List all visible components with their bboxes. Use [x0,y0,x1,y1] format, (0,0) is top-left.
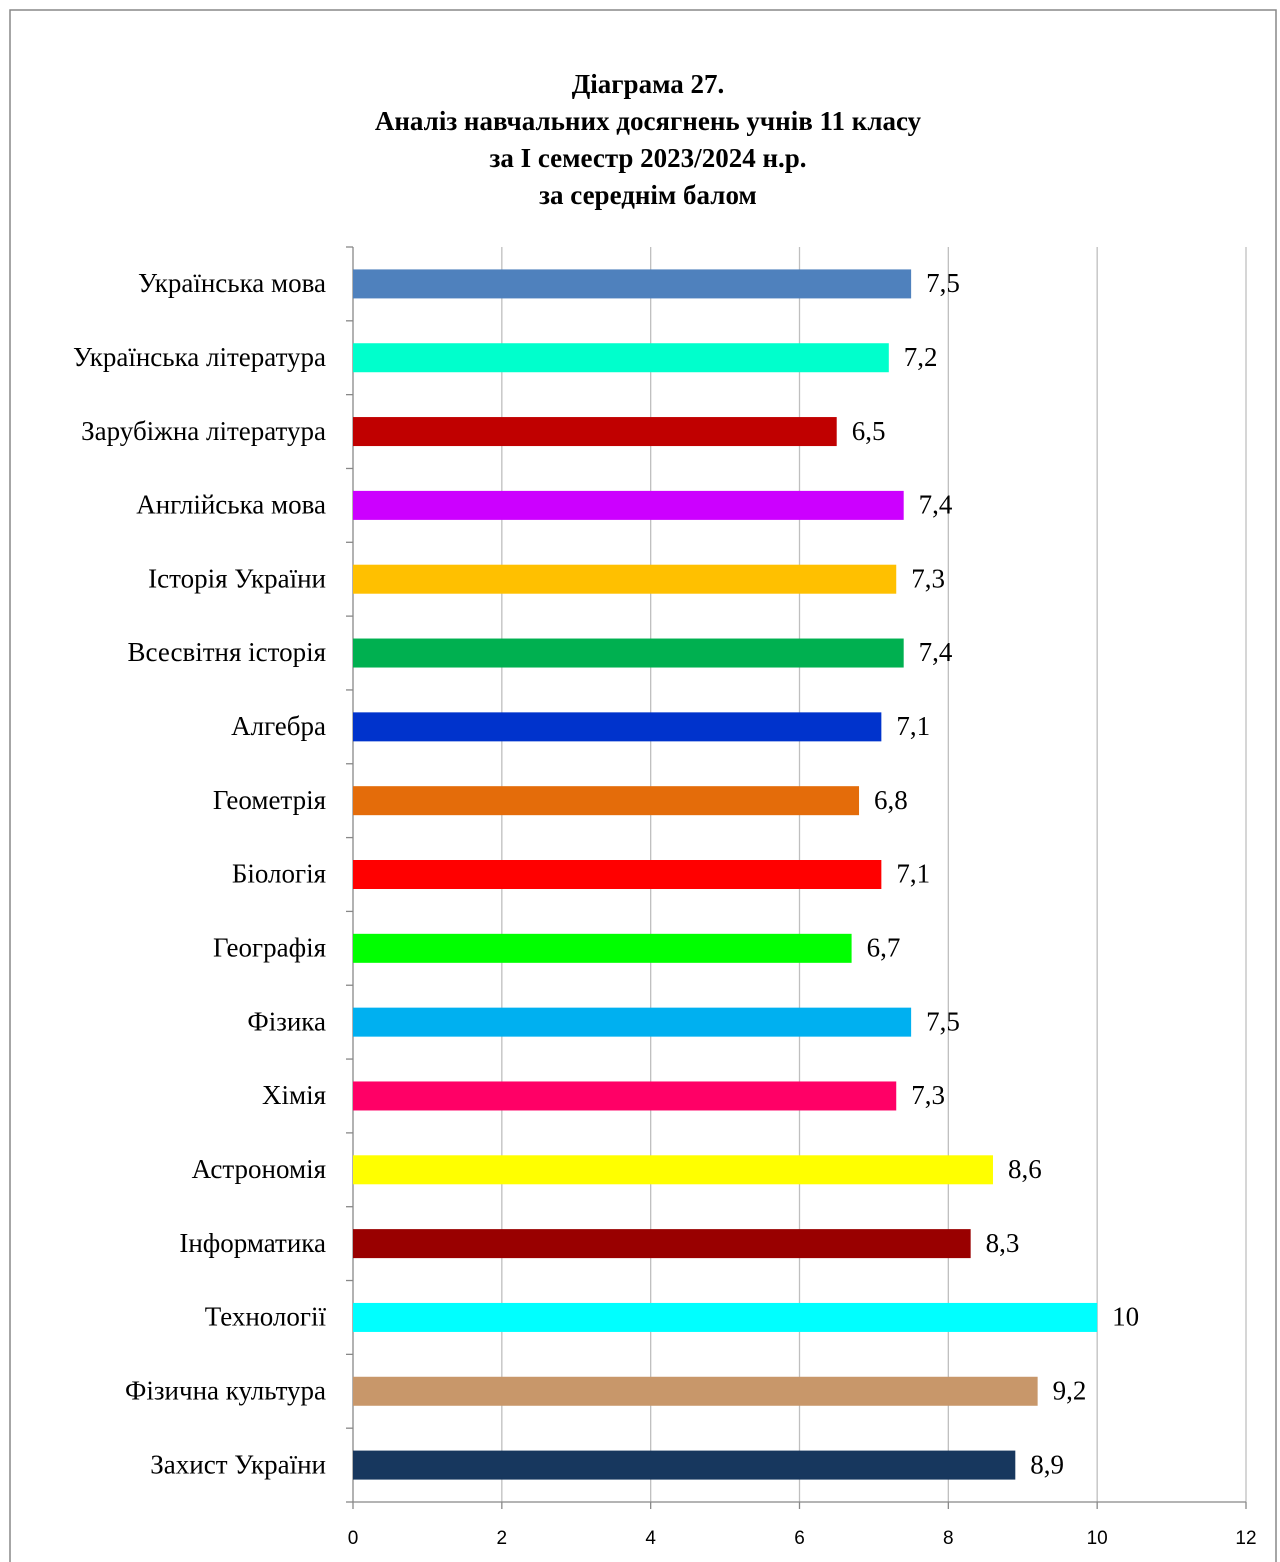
bar [353,343,889,373]
bar [353,638,904,668]
bar [353,1450,1016,1480]
y-tick-label: Технології [205,1302,327,1332]
bar [353,786,860,816]
data-label: 7,1 [896,859,930,889]
chart-title: Аналіз навчальних досягнень учнів 11 кла… [375,106,922,136]
bar [353,712,882,742]
bar [353,1155,993,1185]
y-tick-label: Астрономія [192,1154,326,1184]
y-tick-label: Українська мова [138,268,326,298]
x-tick-label: 6 [794,1528,805,1549]
chart-title: за І семестр 2023/2024 н.р. [489,143,806,173]
bar [353,417,837,447]
bar [353,1007,912,1037]
data-label: 6,7 [867,933,901,963]
data-label: 7,4 [919,637,953,667]
data-label: 7,2 [904,342,938,372]
data-label: 9,2 [1053,1375,1087,1405]
y-tick-label: Англійська мова [136,490,326,520]
data-label: 7,1 [896,711,930,741]
data-label: 7,3 [911,563,945,593]
x-tick-label: 12 [1235,1528,1256,1549]
bar [353,269,912,299]
y-tick-label: Українська література [73,342,326,372]
data-label: 7,4 [919,490,953,520]
x-tick-label: 4 [645,1528,656,1549]
data-label: 10 [1112,1302,1139,1332]
y-tick-label: Фізика [247,1006,326,1036]
bar [353,860,882,889]
data-label: 8,6 [1008,1154,1042,1184]
y-tick-label: Інформатика [179,1228,326,1258]
bar [353,490,904,520]
bar [353,1302,1098,1332]
data-label: 8,3 [986,1228,1020,1258]
data-label: 7,3 [911,1080,945,1110]
data-label: 7,5 [926,268,960,298]
bar [353,933,852,963]
y-tick-label: Зарубіжна література [81,416,326,446]
bar [353,1229,971,1259]
chart-title: за середнім балом [539,180,757,210]
bar [353,1081,897,1111]
x-tick-label: 2 [497,1528,508,1549]
chart-border [9,9,1277,1562]
chart-title: Діаграма 27. [572,69,725,99]
data-label: 6,8 [874,785,908,815]
y-tick-label: Історія України [148,563,326,593]
data-label: 8,9 [1030,1449,1064,1479]
data-label: 7,5 [926,1006,960,1036]
y-tick-label: Геометрія [213,785,326,815]
bar [353,1376,1038,1406]
x-tick-label: 0 [348,1528,359,1549]
y-tick-label: Алгебра [231,711,326,741]
y-tick-label: Хімія [262,1080,326,1110]
y-tick-label: Фізична культура [125,1375,326,1405]
x-tick-label: 10 [1087,1528,1108,1549]
x-tick-label: 8 [943,1528,954,1549]
y-tick-label: Захист України [150,1449,326,1479]
data-label: 6,5 [852,416,886,446]
y-tick-label: Біологія [232,859,326,889]
y-tick-label: Всесвітня історія [128,637,326,667]
y-tick-label: Географія [213,933,326,963]
bar [353,564,897,594]
